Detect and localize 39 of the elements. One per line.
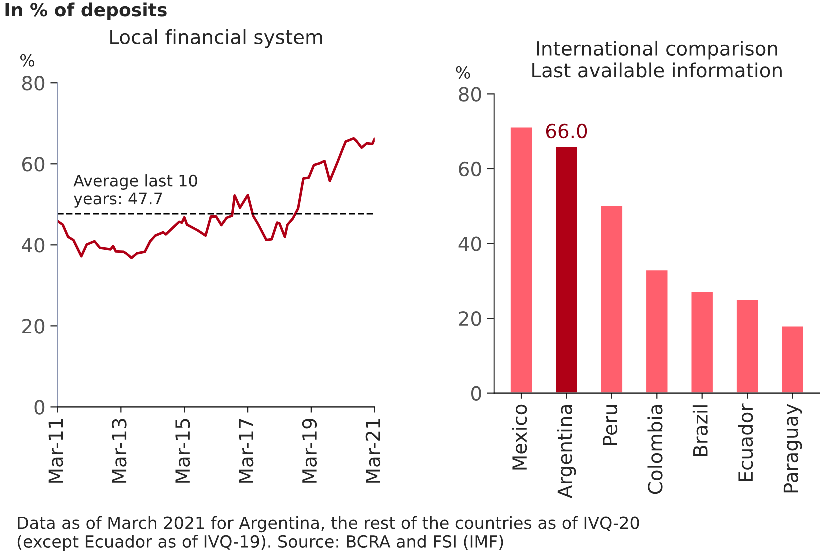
y-tick-label: 40 — [458, 236, 482, 252]
bar — [554, 146, 579, 394]
x-tick-label: Mar-19 — [302, 418, 318, 483]
x-tick-label: Mexico — [512, 404, 528, 470]
chart-title: International comparison Last available information — [532, 40, 782, 78]
y-tick-label: 60 — [22, 157, 45, 172]
bar — [600, 204, 624, 394]
line-series — [58, 137, 375, 260]
bar — [690, 290, 714, 394]
x-tick-label: Mar-11 — [48, 419, 64, 483]
x-tick-label: Mar-21 — [366, 419, 381, 483]
y-tick-label: 80 — [22, 76, 45, 91]
y-tick-label: 20 — [22, 319, 45, 334]
x-tick-label: Argentina — [557, 406, 576, 498]
bar — [645, 269, 670, 394]
chart-title: Local financial system — [110, 29, 322, 48]
y-tick-label: 60 — [459, 162, 482, 177]
text: Data as of March 2021 for Argentina, the rest of the countries as of IVQ-20 (except Ecuador as of IVQ-19). Source: BCRA and FSI (IMF) — [18, 516, 640, 552]
y-tick-label: 80 — [459, 87, 482, 102]
x-tick-label: Mar-15 — [176, 419, 190, 483]
x-tick-label: Mar-17 — [239, 419, 254, 483]
y-tick-label: 0 — [472, 386, 482, 402]
y-axis-title: % — [20, 54, 35, 67]
x-tick-label: Ecuador — [738, 404, 754, 482]
bar — [736, 299, 760, 394]
y-tick-label: 0 — [34, 400, 45, 415]
y-tick-label: 20 — [459, 312, 482, 326]
y-axis-title: % — [456, 66, 470, 79]
bar — [510, 126, 534, 394]
bar — [780, 325, 805, 394]
ref-line-label: Average last 10 years: 47.7 — [74, 174, 198, 208]
x-tick-label: Mar-13 — [112, 419, 127, 483]
y-tick-label: 40 — [22, 238, 45, 253]
x-tick-label: Paraguay — [784, 404, 802, 493]
x-tick-label: Colombia — [648, 406, 663, 494]
x-tick-label: Peru — [603, 406, 618, 446]
data-label: 66.0 — [546, 124, 588, 139]
text: In % of deposits — [6, 2, 167, 20]
x-tick-label: Brazil — [692, 406, 708, 456]
